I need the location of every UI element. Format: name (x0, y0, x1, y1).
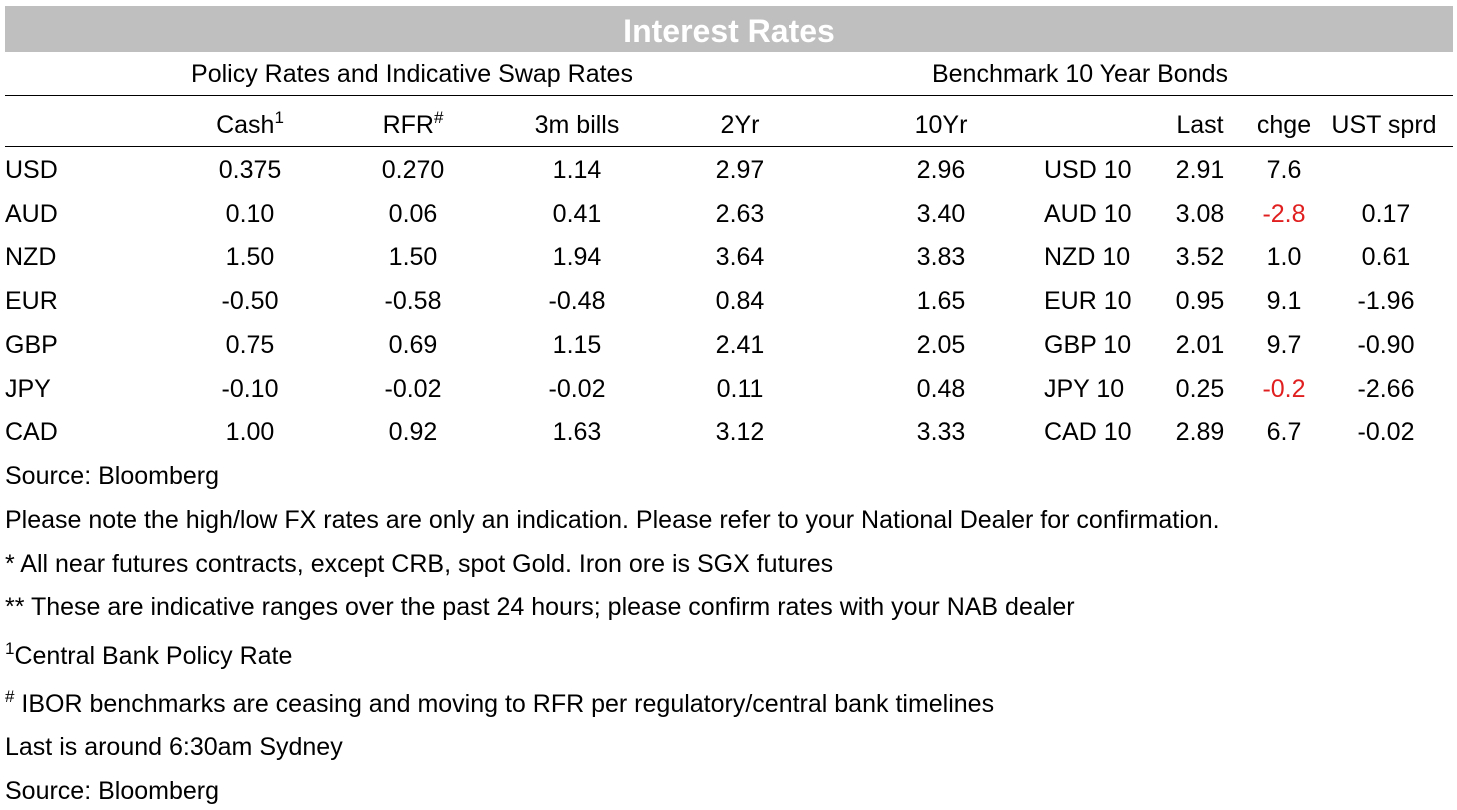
row-ust-sprd: 0.17 (1361, 200, 1411, 228)
row-10yr: 2.96 (916, 156, 966, 184)
row-3m-bills: -0.02 (548, 375, 606, 403)
row-2yr: 3.12 (715, 418, 765, 446)
header-2yr: 2Yr (720, 111, 760, 139)
row-cash: 0.75 (225, 331, 275, 359)
header-cash: Cash1 (216, 108, 284, 139)
row-last: 2.91 (1175, 156, 1225, 184)
row-currency: GBP (5, 331, 58, 359)
row-10yr: 1.65 (916, 287, 966, 315)
row-last: 3.08 (1175, 200, 1225, 228)
row-ust-sprd: -0.90 (1357, 331, 1415, 359)
section-left-heading: Policy Rates and Indicative Swap Rates (191, 60, 633, 88)
last-time-note: Last is around 6:30am Sydney (5, 733, 343, 761)
row-currency: JPY (5, 375, 51, 403)
row-rfr: 0.06 (388, 200, 438, 228)
header-rfr: RFR# (382, 108, 444, 139)
row-rfr: 0.270 (381, 156, 445, 184)
row-chge: 9.7 (1266, 331, 1302, 359)
central-bank-footnote: 1Central Bank Policy Rate (5, 639, 293, 670)
row-last: 2.89 (1175, 418, 1225, 446)
header-last: Last (1176, 111, 1224, 139)
row-bond-name: USD 10 (1044, 156, 1132, 184)
row-cash: 1.00 (225, 418, 275, 446)
row-ust-sprd: -2.66 (1357, 375, 1415, 403)
row-currency: USD (5, 156, 58, 184)
source-note-2: Source: Bloomberg (5, 777, 220, 805)
row-ust-sprd: -1.96 (1357, 287, 1415, 315)
row-chge: 6.7 (1266, 418, 1302, 446)
row-cash: -0.50 (221, 287, 279, 315)
row-2yr: 2.41 (715, 331, 765, 359)
row-rfr: -0.02 (384, 375, 442, 403)
section-right-heading: Benchmark 10 Year Bonds (931, 60, 1229, 88)
row-bond-name: NZD 10 (1044, 243, 1131, 271)
row-last: 2.01 (1175, 331, 1225, 359)
header-3m-bills: 3m bills (534, 111, 620, 139)
row-3m-bills: -0.48 (548, 287, 606, 315)
row-chge: -0.2 (1262, 375, 1306, 403)
row-2yr: 0.11 (716, 375, 764, 403)
row-3m-bills: 1.14 (552, 156, 602, 184)
ibor-footnote: # IBOR benchmarks are ceasing and moving… (5, 687, 995, 718)
row-3m-bills: 1.94 (552, 243, 602, 271)
row-rfr: 0.92 (388, 418, 438, 446)
row-2yr: 2.97 (715, 156, 765, 184)
row-10yr: 2.05 (916, 331, 966, 359)
row-chge: 1.0 (1266, 243, 1302, 271)
header-chge: chge (1256, 111, 1312, 139)
row-chge: 9.1 (1266, 287, 1302, 315)
row-currency: NZD (5, 243, 57, 271)
row-rfr: 1.50 (388, 243, 438, 271)
row-3m-bills: 1.15 (552, 331, 602, 359)
row-bond-name: JPY 10 (1044, 375, 1125, 403)
row-2yr: 2.63 (715, 200, 765, 228)
header-divider (5, 146, 1453, 147)
row-chge: -2.8 (1262, 200, 1306, 228)
ranges-note: ** These are indicative ranges over the … (5, 593, 1075, 621)
row-10yr: 0.48 (916, 375, 966, 403)
row-3m-bills: 1.63 (552, 418, 602, 446)
row-2yr: 0.84 (715, 287, 765, 315)
row-last: 0.95 (1175, 287, 1225, 315)
row-cash: 0.375 (218, 156, 282, 184)
row-10yr: 3.83 (916, 243, 966, 271)
row-last: 3.52 (1175, 243, 1225, 271)
row-bond-name: EUR 10 (1044, 287, 1132, 315)
fx-disclaimer: Please note the high/low FX rates are on… (5, 506, 1220, 534)
row-bond-name: AUD 10 (1044, 200, 1132, 228)
source-note: Source: Bloomberg (5, 462, 220, 490)
row-ust-sprd: 0.61 (1361, 243, 1411, 271)
row-ust-sprd: -0.02 (1357, 418, 1415, 446)
row-chge: 7.6 (1266, 156, 1302, 184)
row-10yr: 3.33 (916, 418, 966, 446)
futures-note: * All near futures contracts, except CRB… (5, 550, 834, 578)
row-currency: CAD (5, 418, 58, 446)
row-last: 0.25 (1175, 375, 1225, 403)
row-3m-bills: 0.41 (552, 200, 602, 228)
header-10yr: 10Yr (914, 111, 968, 139)
row-currency: AUD (5, 200, 58, 228)
row-currency: EUR (5, 287, 58, 315)
row-bond-name: CAD 10 (1044, 418, 1132, 446)
row-cash: -0.10 (221, 375, 279, 403)
row-cash: 1.50 (225, 243, 275, 271)
row-bond-name: GBP 10 (1044, 331, 1132, 359)
row-2yr: 3.64 (715, 243, 765, 271)
table-title: Interest Rates (5, 6, 1453, 52)
row-cash: 0.10 (225, 200, 275, 228)
section-divider (5, 95, 1453, 96)
row-rfr: -0.58 (384, 287, 442, 315)
row-rfr: 0.69 (388, 331, 438, 359)
row-10yr: 3.40 (916, 200, 966, 228)
header-ust-sprd: UST sprd (1331, 111, 1437, 139)
